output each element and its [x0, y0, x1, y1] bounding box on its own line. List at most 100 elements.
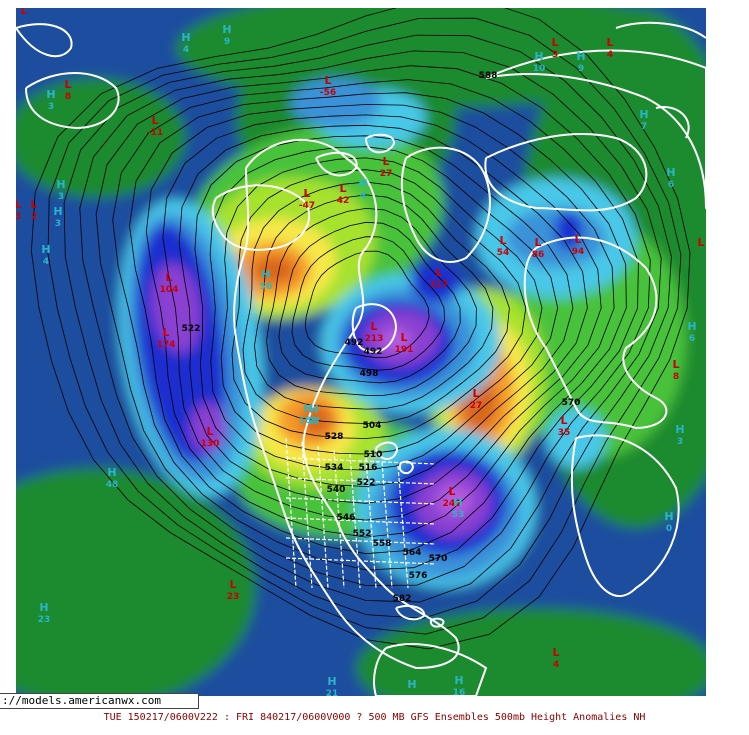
svg-text:L: L — [552, 646, 559, 659]
state-border — [365, 457, 377, 589]
contour-label: 510 — [364, 450, 383, 460]
svg-text:H: H — [181, 31, 190, 44]
high-pressure-marker: H48 — [106, 466, 119, 490]
high-pressure-marker: H21 — [326, 675, 339, 696]
svg-text:4: 4 — [183, 45, 189, 55]
high-pressure-marker: H3 — [56, 178, 65, 202]
contour-label: 570 — [562, 398, 581, 408]
shade-green-south — [356, 608, 706, 696]
svg-text:492: 492 — [345, 338, 364, 348]
svg-text:L: L — [339, 182, 346, 195]
asia-coast — [485, 49, 706, 209]
high-pressure-marker: H4 — [181, 31, 190, 55]
svg-text:H: H — [39, 601, 48, 614]
high-pressure-marker: H9 — [222, 23, 231, 47]
svg-text:H: H — [664, 510, 673, 523]
svg-text:L: L — [20, 8, 27, 17]
siberia-coast — [484, 133, 648, 212]
svg-text:L: L — [551, 36, 558, 49]
svg-text:3: 3 — [58, 192, 64, 202]
low-pressure-marker: L-47 — [299, 187, 315, 211]
svg-text:L: L — [162, 326, 169, 339]
svg-text:L: L — [324, 74, 331, 87]
svg-text:3: 3 — [55, 219, 61, 229]
contour-label: 534 — [325, 463, 344, 473]
height-contour — [178, 124, 588, 504]
svg-text:L: L — [560, 414, 567, 427]
nw-coast — [16, 23, 120, 129]
svg-text:L: L — [229, 578, 236, 591]
hudson-bay-coast — [351, 303, 397, 353]
svg-text:534: 534 — [325, 463, 344, 473]
state-border — [381, 461, 393, 589]
contour-label: 504 — [363, 421, 382, 431]
high-pressure-marker: H7 — [639, 108, 648, 132]
svg-text:H: H — [261, 268, 270, 281]
height-contour — [266, 207, 477, 396]
height-contour — [145, 104, 615, 538]
height-contour — [231, 169, 527, 439]
svg-text:L: L — [303, 187, 310, 200]
alaska-coast — [211, 184, 311, 251]
state-border — [301, 441, 313, 589]
low-pressure-marker: L2 — [30, 198, 37, 222]
height-contour — [278, 221, 461, 384]
low-pressure-marker: L — [697, 236, 704, 249]
svg-text:540: 540 — [327, 485, 346, 495]
svg-text:L: L — [574, 233, 581, 246]
svg-text:23: 23 — [38, 615, 51, 625]
shade-green-nw — [16, 78, 186, 198]
svg-text:H: H — [576, 50, 585, 63]
svg-text:H: H — [303, 402, 312, 415]
svg-text:130: 130 — [201, 439, 220, 449]
low-pressure-marker: L4 — [606, 36, 613, 60]
svg-text:H: H — [46, 88, 55, 101]
contour-label: 546 — [337, 513, 356, 523]
svg-text:H: H — [56, 178, 65, 191]
svg-text:-56: -56 — [320, 88, 336, 98]
height-contour — [112, 79, 639, 571]
svg-text:H: H — [358, 177, 367, 190]
height-contour — [129, 92, 627, 555]
contour-label: 528 — [325, 432, 344, 442]
svg-text:L: L — [448, 485, 455, 498]
svg-text:522: 522 — [182, 324, 201, 334]
state-border — [285, 497, 437, 505]
shade-darkorange-yukon — [252, 256, 296, 284]
svg-text:21: 21 — [326, 689, 339, 696]
svg-text:570: 570 — [562, 398, 581, 408]
anomaly-map: 588 522 492 492 498 504 510 516 522 528 534 540 546 5… — [16, 8, 706, 696]
africa-coast — [570, 434, 680, 598]
contour-label: 492 — [345, 338, 364, 348]
svg-text:3: 3 — [552, 50, 558, 60]
svg-text:9: 9 — [224, 37, 230, 47]
svg-text:588: 588 — [479, 71, 498, 81]
svg-text:53: 53 — [452, 510, 465, 520]
height-contour — [254, 194, 494, 410]
svg-text:L: L — [697, 236, 704, 249]
high-pressure-marker: H — [407, 678, 416, 691]
height-contour — [63, 34, 672, 619]
svg-text:L: L — [435, 266, 442, 279]
svg-text:4: 4 — [43, 257, 49, 267]
svg-text:213: 213 — [365, 334, 384, 344]
low-pressure-marker: L-56 — [320, 74, 336, 98]
svg-text:H: H — [666, 166, 675, 179]
map-canvas: 5885224924924985045105165225285345405465… — [16, 8, 706, 696]
low-pressure-marker: L86 — [532, 236, 545, 260]
contour-label: 564 — [403, 548, 422, 558]
svg-text:-47: -47 — [299, 201, 315, 211]
high-pressure-marker: H16 — [453, 674, 466, 696]
low-pressure-marker: L42 — [337, 182, 350, 206]
svg-text:H: H — [675, 423, 684, 436]
source-url-label: ://models.americanwx.com — [0, 693, 199, 709]
high-pressure-marker: H3 — [53, 205, 62, 229]
svg-text:570: 570 — [429, 554, 448, 564]
contour-label: 498 — [360, 369, 379, 379]
svg-text:16: 16 — [453, 688, 466, 696]
svg-text:169: 169 — [299, 416, 318, 426]
contour-label: 570 — [429, 554, 448, 564]
svg-text:H: H — [534, 50, 543, 63]
